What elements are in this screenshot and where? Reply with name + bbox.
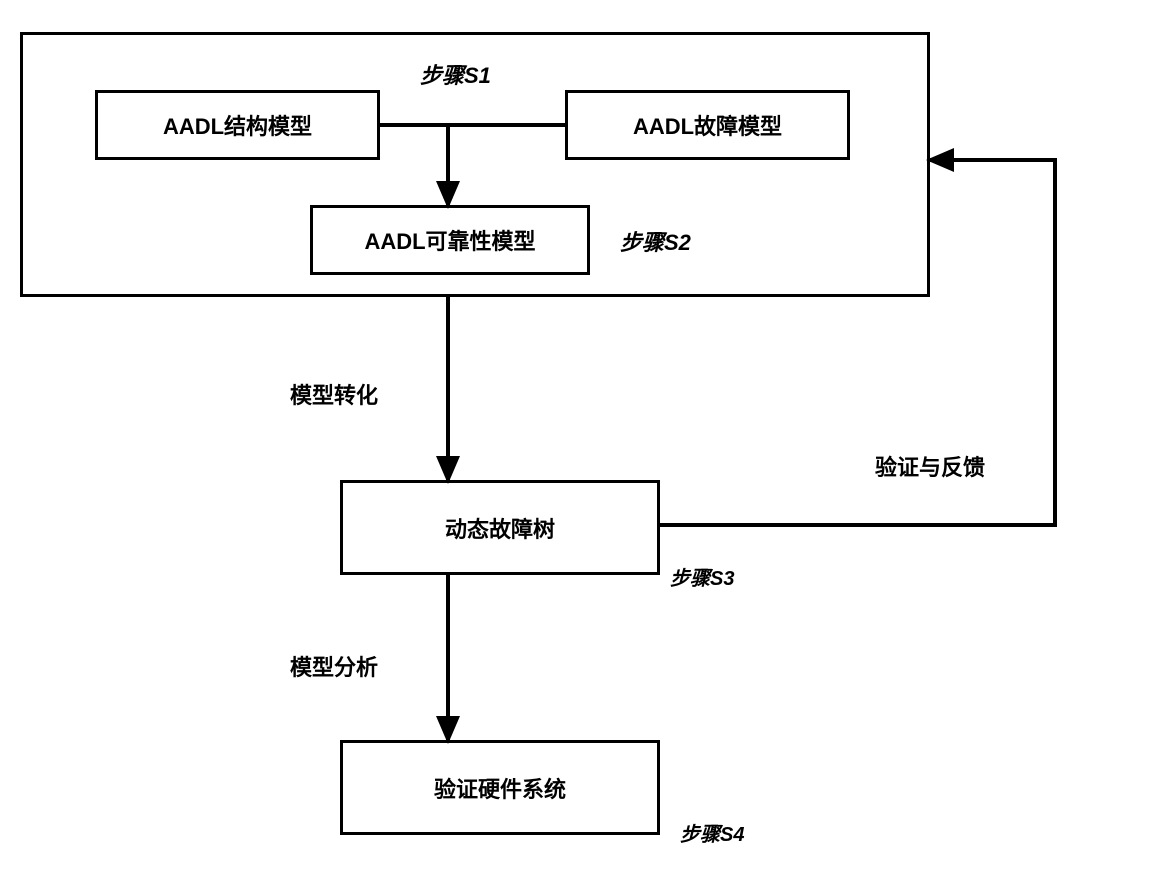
- step-s2-text: 步骤S2: [620, 230, 691, 255]
- edge-label-analyze-text: 模型分析: [290, 655, 378, 680]
- node-dft: 动态故障树: [340, 480, 660, 575]
- step-s1-text: 步骤S1: [420, 63, 491, 88]
- node-aadl-struct: AADL结构模型: [95, 90, 380, 160]
- step-s3-label: 步骤S3: [670, 562, 734, 591]
- step-s2-label: 步骤S2: [620, 225, 691, 257]
- node-aadl-fault: AADL故障模型: [565, 90, 850, 160]
- node-aadl-reliability-label: AADL可靠性模型: [364, 224, 535, 256]
- step-s3-text: 步骤S3: [670, 568, 734, 590]
- node-dft-label: 动态故障树: [445, 512, 555, 544]
- step-s4-text: 步骤S4: [680, 824, 744, 846]
- node-verify-hw-label: 验证硬件系统: [434, 772, 566, 804]
- node-verify-hw: 验证硬件系统: [340, 740, 660, 835]
- node-aadl-reliability: AADL可靠性模型: [310, 205, 590, 275]
- edge-label-feedback-text: 验证与反馈: [875, 455, 985, 480]
- step-s1-label: 步骤S1: [420, 58, 491, 90]
- edge-label-analyze: 模型分析: [290, 650, 378, 682]
- edge-label-transform-text: 模型转化: [290, 383, 378, 408]
- edge-label-transform: 模型转化: [290, 378, 378, 410]
- node-aadl-fault-label: AADL故障模型: [633, 109, 782, 141]
- node-aadl-struct-label: AADL结构模型: [163, 109, 312, 141]
- edge-label-feedback: 验证与反馈: [875, 450, 985, 482]
- step-s4-label: 步骤S4: [680, 818, 744, 847]
